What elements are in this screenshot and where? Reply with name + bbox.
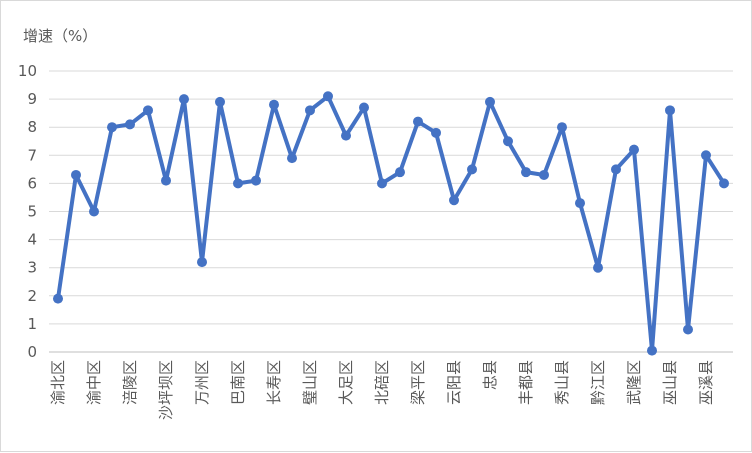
data-point (575, 198, 585, 209)
data-point (125, 119, 135, 130)
data-point (485, 96, 495, 107)
x-category-label: 秀山县 (553, 360, 571, 405)
x-category-label: 大足区 (337, 360, 355, 405)
data-point (647, 345, 657, 356)
x-category-label: 云阳县 (445, 360, 463, 405)
y-tick-label: 9 (27, 90, 37, 108)
x-category-label: 渝中区 (85, 360, 103, 405)
y-tick-label: 2 (27, 287, 37, 305)
y-tick-labels: 0 1 2 3 4 5 6 7 8 9 10 (18, 62, 37, 361)
data-point (215, 96, 225, 107)
x-category-label: 长寿区 (265, 360, 283, 405)
data-point (503, 136, 513, 147)
x-category-label: 武隆区 (625, 360, 643, 405)
data-point (53, 293, 63, 304)
data-point (539, 169, 549, 180)
x-category-label: 黔江区 (589, 360, 607, 405)
y-tick-label: 8 (27, 118, 37, 136)
x-category-labels: 渝北区 渝中区 涪陵区 沙坪坝区 万州区 巴南区 长寿区 璧山区 大足区 北碚区 梁平区 云阳县 忠县丰… (49, 360, 715, 420)
data-point (395, 167, 405, 178)
data-point (719, 178, 729, 189)
y-tick-label: 4 (27, 231, 37, 249)
data-point (359, 102, 369, 113)
data-point (665, 105, 675, 116)
data-point (233, 178, 243, 189)
x-category-label: 涪陵区 (121, 360, 139, 405)
data-point (557, 122, 567, 133)
x-category-label: 沙坪坝区 (157, 360, 175, 420)
y-tick-label: 3 (27, 259, 37, 277)
x-category-label: 璧山区 (301, 360, 319, 405)
x-category-label: 万州区 (193, 360, 211, 405)
data-point (449, 195, 459, 206)
x-category-label: 忠县 (481, 360, 499, 390)
data-point (197, 257, 207, 268)
data-point (251, 175, 261, 186)
data-point (71, 169, 81, 180)
data-point (161, 175, 171, 186)
data-point (431, 127, 441, 138)
x-category-label: 北碚区 (373, 360, 391, 405)
data-point (89, 206, 99, 217)
series-group (53, 91, 729, 356)
x-category-label: 丰都县 (517, 360, 535, 405)
y-tick-label: 5 (27, 203, 37, 221)
data-point (593, 262, 603, 273)
data-point (413, 116, 423, 127)
data-point (611, 164, 621, 175)
data-point (269, 99, 279, 110)
data-point (629, 144, 639, 155)
data-point (323, 91, 333, 102)
x-category-label: 渝北区 (49, 360, 67, 405)
y-tick-label: 10 (18, 62, 37, 80)
data-point (179, 94, 189, 105)
data-point (683, 324, 693, 335)
series-line (56, 94, 726, 353)
data-point (305, 105, 315, 116)
y-tick-label: 1 (27, 315, 37, 333)
y-tick-label: 0 (27, 343, 37, 361)
data-point (341, 130, 351, 141)
x-category-label: 巫溪县 (697, 360, 715, 405)
data-point (521, 167, 531, 178)
data-point (377, 178, 387, 189)
y-axis-title: 增速（%） (23, 27, 97, 45)
y-tick-label: 7 (27, 146, 37, 164)
x-category-label: 梁平区 (409, 360, 427, 405)
data-point (701, 150, 711, 161)
x-category-label: 巴南区 (229, 360, 247, 405)
x-category-label: 巫山县 (661, 360, 679, 405)
data-point (143, 105, 153, 116)
data-point (287, 153, 297, 164)
data-point (107, 122, 117, 133)
y-tick-label: 6 (27, 174, 37, 192)
data-point (467, 164, 477, 175)
